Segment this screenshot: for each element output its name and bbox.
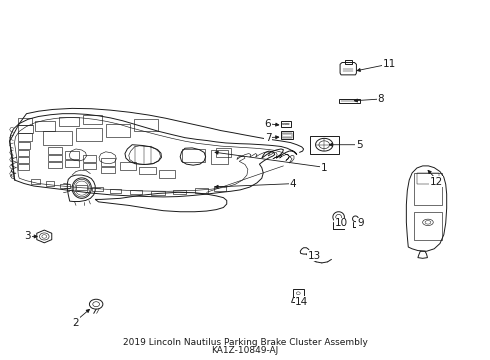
Bar [310,136,339,154]
Bar [48,155,62,161]
Bar [18,157,29,163]
Bar [76,128,102,141]
Bar [65,151,79,159]
Bar [414,173,442,205]
Text: 14: 14 [295,297,308,307]
Bar [159,171,175,178]
Text: 3: 3 [24,231,31,242]
Bar [101,167,115,173]
Bar [173,190,186,194]
Text: 13: 13 [308,251,321,261]
Bar [43,131,72,145]
Bar [31,179,40,184]
Bar [83,155,96,162]
Bar [106,124,130,137]
Bar [345,60,352,64]
Bar [59,117,79,126]
Bar [339,99,360,103]
Bar [216,148,231,157]
Text: 5: 5 [356,140,363,150]
Text: 2019 Lincoln Nautilus Parking Brake Cluster Assembly: 2019 Lincoln Nautilus Parking Brake Clus… [122,338,368,347]
Bar [120,162,136,170]
Bar [18,164,29,170]
Bar [139,167,156,174]
Bar [65,159,79,167]
Bar [83,163,96,170]
Text: 9: 9 [357,218,364,228]
Bar [293,289,304,297]
Bar [281,131,293,139]
Text: 1: 1 [321,163,327,173]
Text: 10: 10 [335,218,347,228]
Bar [110,189,121,193]
Bar [18,125,33,133]
Bar [182,149,205,162]
Bar [18,142,30,149]
Bar [18,118,32,125]
Bar [282,133,292,138]
Bar [83,115,102,123]
Text: 6: 6 [265,118,271,129]
Bar [48,147,62,154]
Bar [417,173,439,184]
Bar [101,158,115,166]
Bar [134,119,158,131]
Bar [18,134,32,141]
Bar [46,181,54,186]
Text: 2: 2 [73,318,79,328]
Text: 7: 7 [265,133,271,143]
Bar [211,150,228,164]
Bar [214,186,226,190]
Bar [60,184,70,188]
Bar [414,212,442,240]
Bar [48,162,62,168]
Text: 12: 12 [430,177,443,187]
Bar [151,190,165,195]
Text: 8: 8 [377,94,384,104]
Bar [18,150,29,156]
Text: KA1Z-10849-AJ: KA1Z-10849-AJ [211,346,279,355]
Bar [281,121,291,127]
Bar [130,190,142,194]
Bar [35,121,55,131]
Bar [92,187,103,191]
Text: 11: 11 [382,59,396,68]
Text: 4: 4 [290,179,296,189]
Bar [76,185,87,189]
Bar [195,188,208,193]
